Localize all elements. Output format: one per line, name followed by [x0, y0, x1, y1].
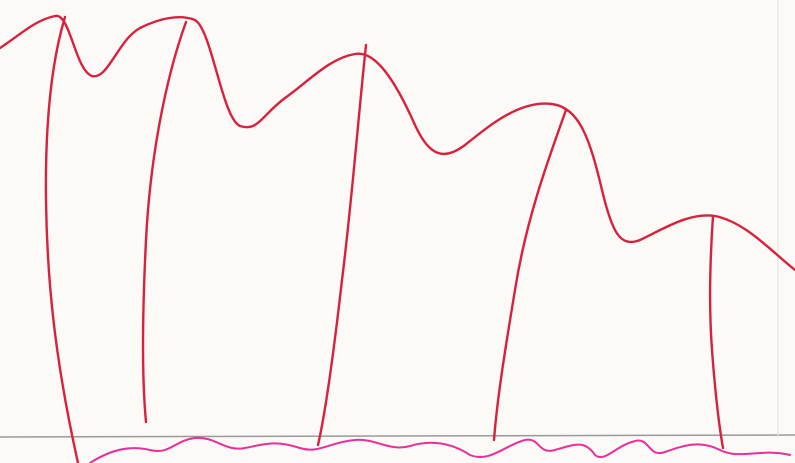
paper-edge — [0, 434, 795, 438]
scribble — [89, 436, 791, 463]
stroke-3 — [316, 43, 368, 447]
stroke-5 — [708, 214, 725, 450]
top-curve — [0, 14, 795, 272]
stroke-1 — [44, 15, 80, 463]
stroke-2 — [141, 20, 188, 424]
stroke-4 — [492, 108, 568, 442]
